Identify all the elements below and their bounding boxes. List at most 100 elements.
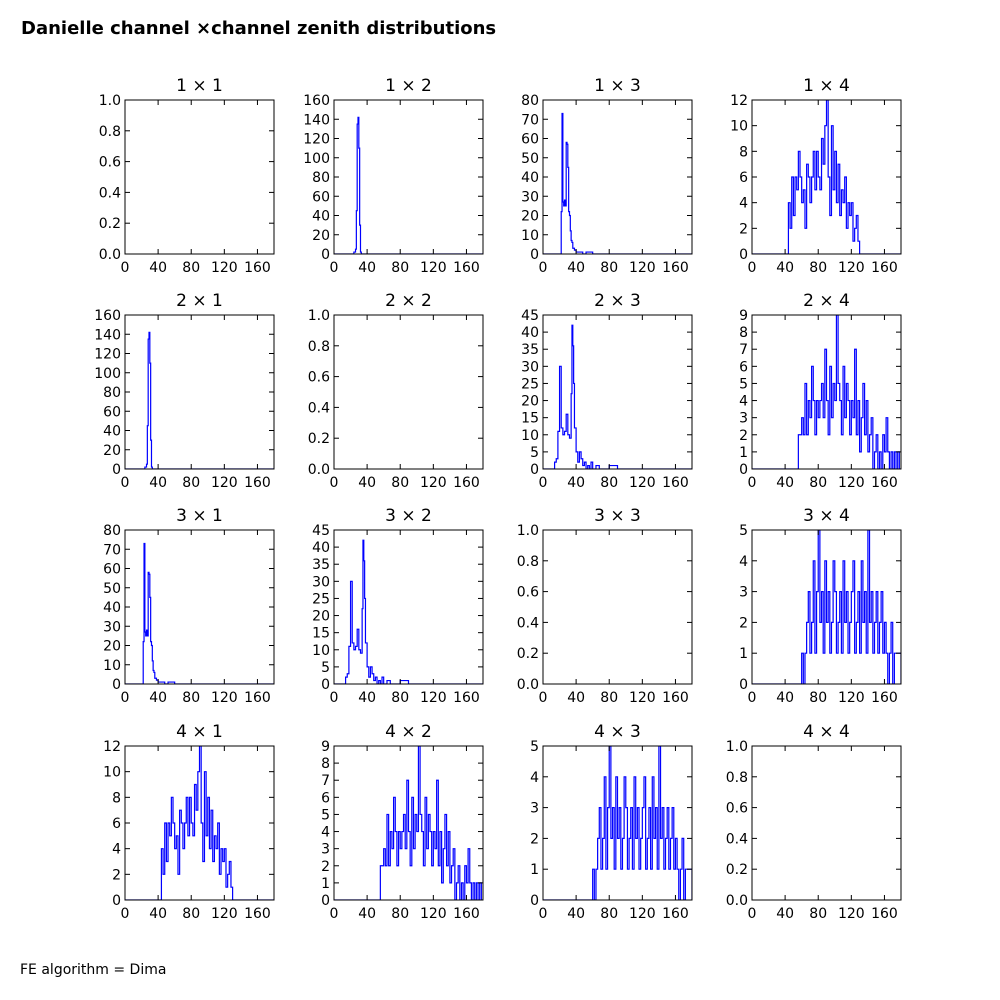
y-tick-label: 9 — [321, 739, 330, 755]
y-tick-label: 5 — [321, 660, 330, 676]
y-tick-label: 7 — [321, 773, 330, 789]
x-tick-label: 120 — [629, 906, 656, 922]
x-tick-label: 160 — [871, 690, 898, 706]
panel-title: 2 × 3 — [594, 291, 641, 311]
panel-4-1: 4 × 1 0 40 80 120 160 0 2 4 6 8 10 12 — [103, 722, 275, 922]
x-tick-label: 120 — [838, 690, 865, 706]
x-tick-label: 120 — [211, 475, 238, 491]
x-tick-label: 0 — [539, 690, 548, 706]
y-tick-label: 60 — [521, 132, 539, 148]
x-tick-label: 120 — [838, 906, 865, 922]
x-tick-label: 160 — [453, 690, 480, 706]
x-tick-label: 160 — [453, 475, 480, 491]
y-tick-label: 0 — [321, 247, 330, 263]
x-tick-label: 80 — [809, 690, 827, 706]
y-tick-label: 0.0 — [308, 462, 330, 478]
y-tick-label: 30 — [521, 359, 539, 375]
y-tick-label: 0.0 — [517, 677, 539, 693]
series-line — [125, 746, 274, 900]
y-tick-label: 0.8 — [517, 554, 539, 570]
y-tick-label: 8 — [112, 790, 121, 806]
y-tick-label: 0.8 — [99, 124, 121, 140]
y-tick-label: 0.6 — [99, 155, 121, 171]
panel-title: 3 × 1 — [176, 506, 223, 526]
axes-frame — [542, 745, 693, 901]
y-tick-label: 0 — [530, 462, 539, 478]
x-tick-label: 40 — [776, 260, 794, 276]
y-tick-label: 30 — [103, 619, 121, 635]
x-tick-label: 80 — [391, 475, 409, 491]
y-tick-label: 1 — [530, 862, 539, 878]
y-tick-label: 25 — [312, 591, 330, 607]
y-tick-label: 5 — [530, 739, 539, 755]
x-tick-label: 0 — [330, 475, 339, 491]
series-line — [125, 331, 274, 469]
y-tick-label: 8 — [739, 325, 748, 341]
y-tick-label: 0 — [321, 893, 330, 909]
y-tick-label: 0.8 — [726, 770, 748, 786]
y-tick-label: 0.4 — [517, 615, 539, 631]
y-tick-label: 4 — [739, 394, 748, 410]
series-line — [543, 112, 692, 254]
y-tick-label: 3 — [739, 411, 748, 427]
y-tick-label: 30 — [521, 189, 539, 205]
panel-title: 1 × 2 — [385, 76, 432, 96]
x-tick-label: 40 — [149, 475, 167, 491]
x-tick-label: 80 — [809, 475, 827, 491]
y-tick-label: 2 — [321, 859, 330, 875]
x-tick-label: 80 — [182, 906, 200, 922]
x-tick-label: 120 — [420, 906, 447, 922]
x-tick-label: 0 — [748, 475, 757, 491]
y-tick-label: 50 — [103, 581, 121, 597]
x-tick-label: 0 — [539, 475, 548, 491]
y-tick-label: 1.0 — [308, 308, 330, 324]
y-tick-label: 5 — [321, 807, 330, 823]
panel-3-3: 3 × 3 0 40 80 120 160 0.0 0.2 0.4 0.6 0.8 1.0 — [517, 506, 693, 706]
x-tick-label: 160 — [453, 260, 480, 276]
x-tick-label: 80 — [182, 690, 200, 706]
y-tick-label: 30 — [312, 574, 330, 590]
y-tick-label: 4 — [530, 770, 539, 786]
y-tick-label: 6 — [739, 170, 748, 186]
y-tick-label: 3 — [530, 801, 539, 817]
y-tick-label: 0.2 — [308, 431, 330, 447]
panel-title: 2 × 1 — [176, 291, 223, 311]
axes-frame — [124, 99, 275, 255]
y-tick-label: 100 — [94, 366, 121, 382]
x-tick-label: 0 — [330, 690, 339, 706]
y-tick-label: 70 — [103, 542, 121, 558]
y-tick-label: 45 — [521, 308, 539, 324]
panel-4-4: 4 × 4 0 40 80 120 160 0.0 0.2 0.4 0.6 0.8 1.0 — [726, 722, 902, 922]
y-tick-label: 3 — [739, 585, 748, 601]
axes-frame — [333, 314, 484, 470]
panel-4-3: 4 × 3 0 40 80 120 160 0 1 2 3 4 5 — [530, 722, 693, 922]
x-tick-label: 160 — [662, 260, 689, 276]
panel-title: 2 × 2 — [385, 291, 432, 311]
x-tick-label: 160 — [662, 475, 689, 491]
x-tick-label: 40 — [776, 690, 794, 706]
series-line — [334, 746, 483, 900]
y-tick-label: 1.0 — [99, 93, 121, 109]
y-tick-label: 0.4 — [308, 400, 330, 416]
y-tick-label: 0 — [321, 677, 330, 693]
x-tick-label: 120 — [211, 690, 238, 706]
y-tick-label: 20 — [312, 228, 330, 244]
y-tick-label: 0 — [739, 677, 748, 693]
x-tick-label: 0 — [121, 690, 130, 706]
y-tick-label: 5 — [739, 376, 748, 392]
x-tick-label: 160 — [871, 475, 898, 491]
y-tick-label: 2 — [739, 615, 748, 631]
x-tick-label: 160 — [244, 260, 271, 276]
y-tick-label: 40 — [103, 424, 121, 440]
y-tick-label: 20 — [521, 209, 539, 225]
y-tick-label: 25 — [521, 376, 539, 392]
x-tick-label: 160 — [662, 906, 689, 922]
panel-title: 1 × 3 — [594, 76, 641, 96]
y-tick-label: 6 — [112, 816, 121, 832]
y-tick-label: 2 — [112, 867, 121, 883]
